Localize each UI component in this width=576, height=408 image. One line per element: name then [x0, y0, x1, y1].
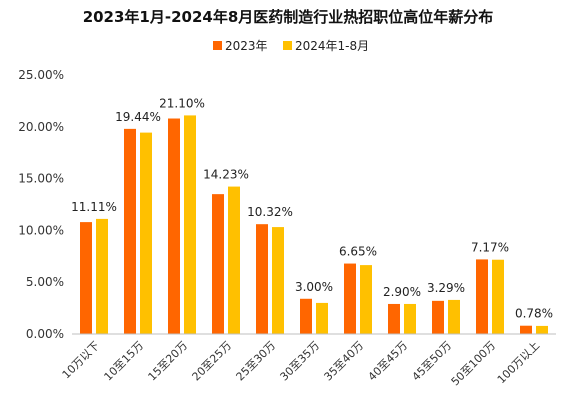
- bar-2024-0: [96, 218, 108, 334]
- y-tick-label: 25.00%: [18, 68, 64, 82]
- bar-2024-2: [184, 115, 196, 335]
- legend-swatch-2024: [283, 41, 292, 50]
- bar-2023-4: [256, 224, 268, 334]
- x-tick-label-5: 30至35万: [278, 339, 323, 384]
- bar-2023-7: [388, 303, 400, 334]
- bar-2023-1: [124, 128, 136, 334]
- data-label-1: 19.44%: [115, 110, 161, 124]
- bars: [80, 115, 548, 335]
- x-tick-label-1: 10至15万: [102, 339, 147, 384]
- y-tick-label: 10.00%: [18, 223, 64, 237]
- bar-2023-10: [520, 325, 532, 334]
- bar-2023-8: [432, 300, 444, 334]
- x-axis: 10万以下 10至15万 15至20万 20至25万 25至30万 30至35万 35至40…: [60, 333, 556, 388]
- bar-2024-3: [228, 186, 240, 334]
- legend-label-2024: 2024年1-8月: [295, 39, 369, 53]
- bar-2023-3: [212, 194, 224, 334]
- data-label-2: 21.10%: [159, 96, 205, 110]
- bar-2023-2: [168, 118, 180, 335]
- data-label-7: 2.90%: [383, 285, 421, 299]
- y-tick-label: 20.00%: [18, 120, 64, 134]
- chart-title: 2023年1月-2024年8月医药制造行业热招职位高位年薪分布: [83, 8, 494, 26]
- legend-swatch-2023: [213, 41, 222, 50]
- data-label-5: 3.00%: [295, 280, 333, 294]
- bar-2023-0: [80, 222, 92, 334]
- y-tick-label: 5.00%: [26, 275, 64, 289]
- data-label-10: 0.78%: [515, 307, 553, 321]
- data-label-6: 6.65%: [339, 245, 377, 259]
- y-tick-label: 15.00%: [18, 172, 64, 186]
- bar-2023-5: [300, 298, 312, 334]
- data-label-9: 7.17%: [471, 240, 509, 254]
- bar-2024-9: [492, 259, 504, 334]
- data-labels: 11.11% 19.44%21.10% 14.23% 10.32% 3.00% 6.65%…: [71, 96, 553, 320]
- bar-2024-4: [272, 227, 284, 334]
- x-tick-label-3: 20至25万: [190, 339, 235, 384]
- bar-2024-6: [360, 265, 372, 334]
- bar-2023-6: [344, 263, 356, 334]
- x-tick-label-7: 40至45万: [366, 339, 411, 384]
- legend: 2023年 2024年1-8月: [213, 39, 369, 53]
- x-tick-label-6: 35至40万: [322, 339, 367, 384]
- x-tick-label-9: 50至100万: [449, 339, 498, 388]
- bar-2024-10: [536, 325, 548, 334]
- bar-2024-5: [316, 302, 328, 334]
- x-tick-label-10: 100万以上: [495, 339, 542, 386]
- x-tick-label-4: 25至30万: [234, 339, 279, 384]
- y-axis: 0.00% 5.00% 10.00% 15.00% 20.00% 25.00%: [18, 68, 64, 341]
- data-label-3: 14.23%: [203, 168, 249, 182]
- x-tick-label-0: 10万以下: [60, 339, 102, 381]
- x-tick-label-8: 45至50万: [410, 339, 455, 384]
- bar-2023-9: [476, 259, 488, 334]
- data-label-4: 10.32%: [247, 205, 293, 219]
- bar-2024-8: [448, 299, 460, 334]
- bar-2024-7: [404, 303, 416, 334]
- bar-2024-1: [140, 132, 152, 334]
- y-tick-label: 0.00%: [26, 327, 64, 341]
- x-tick-label-2: 15至20万: [146, 339, 191, 384]
- legend-label-2023: 2023年: [225, 39, 268, 53]
- data-label-0: 11.11%: [71, 200, 117, 214]
- data-label-8: 3.29%: [427, 281, 465, 295]
